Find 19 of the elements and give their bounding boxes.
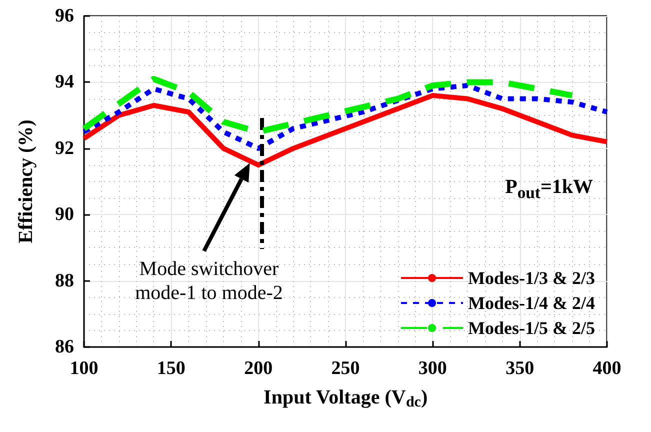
x-tick-label: 150 [156, 358, 186, 379]
x-tick-label: 300 [418, 358, 447, 379]
y-tick-label: 88 [55, 270, 74, 292]
legend-label: Modes-1/5 & 2/5 [468, 318, 595, 338]
annotation: P$_{out}$=1kW [505, 176, 593, 203]
x-tick-label: 250 [331, 358, 360, 379]
x-tick-label: 400 [592, 358, 622, 379]
legend-label: Modes-1/4 & 2/4 [468, 293, 595, 313]
y-tick-label: 90 [55, 204, 74, 226]
x-tick-label: 200 [244, 358, 273, 379]
x-tick-label: 100 [70, 358, 98, 379]
legend-label: Modes-1/3 & 2/3 [468, 268, 595, 288]
y-tick-label: 86 [55, 336, 74, 358]
y-axis-title: Efficiency (%) [15, 120, 37, 244]
y-tick-label: 92 [55, 138, 74, 159]
y-tick-label: 94 [55, 72, 74, 93]
y-tick-label: 96 [55, 6, 74, 26]
annotation: Mode switchover mode-1 to mode-2 [135, 258, 283, 304]
x-tick-label: 350 [506, 358, 534, 379]
